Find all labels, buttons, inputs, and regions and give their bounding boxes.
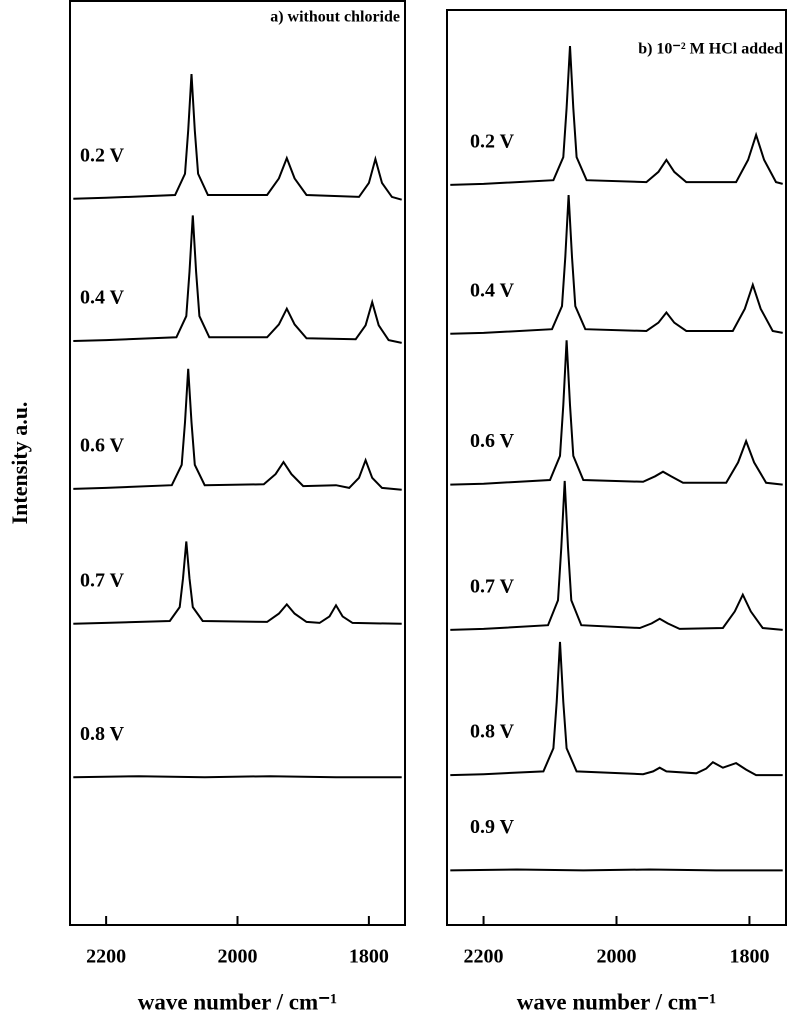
series-label: 0.4 V	[470, 279, 515, 301]
spectrum	[450, 194, 783, 335]
series-label: 0.6 V	[80, 434, 125, 456]
series-label: 0.2 V	[80, 144, 125, 166]
spectrum	[73, 73, 402, 201]
spectrum	[450, 641, 783, 777]
x-tick-label: 2200	[86, 946, 126, 968]
series-label: 0.7 V	[470, 575, 515, 597]
series-label: 0.8 V	[470, 721, 515, 743]
spectrum	[73, 541, 402, 625]
series-label: 0.2 V	[470, 130, 515, 152]
x-tick-label: 2200	[464, 946, 504, 968]
x-tick-label: 1800	[729, 946, 769, 968]
panel-title: a) without chloride	[270, 9, 400, 26]
x-axis-label: wave number / cm⁻¹	[138, 989, 337, 1014]
x-tick-label: 2000	[597, 946, 637, 968]
spectrum	[73, 215, 402, 344]
series-label: 0.8 V	[80, 723, 125, 745]
series-label: 0.6 V	[470, 430, 515, 452]
spectrum	[450, 46, 783, 186]
series-label: 0.4 V	[80, 287, 125, 309]
panel-title: b) 10⁻² M HCl added	[638, 41, 783, 58]
spectrum	[73, 368, 402, 491]
spectrum	[450, 480, 783, 631]
plot-frame	[69, 0, 406, 926]
spectrum	[450, 340, 783, 486]
x-axis-label: wave number / cm⁻¹	[517, 989, 716, 1014]
series-label: 0.9 V	[470, 816, 515, 838]
x-tick-label: 1800	[349, 946, 389, 968]
spectrum	[450, 868, 783, 872]
spectrum	[73, 775, 402, 779]
x-tick-label: 2000	[218, 946, 258, 968]
series-label: 0.7 V	[80, 569, 125, 591]
y-axis-label: Intensity a.u.	[7, 402, 32, 525]
